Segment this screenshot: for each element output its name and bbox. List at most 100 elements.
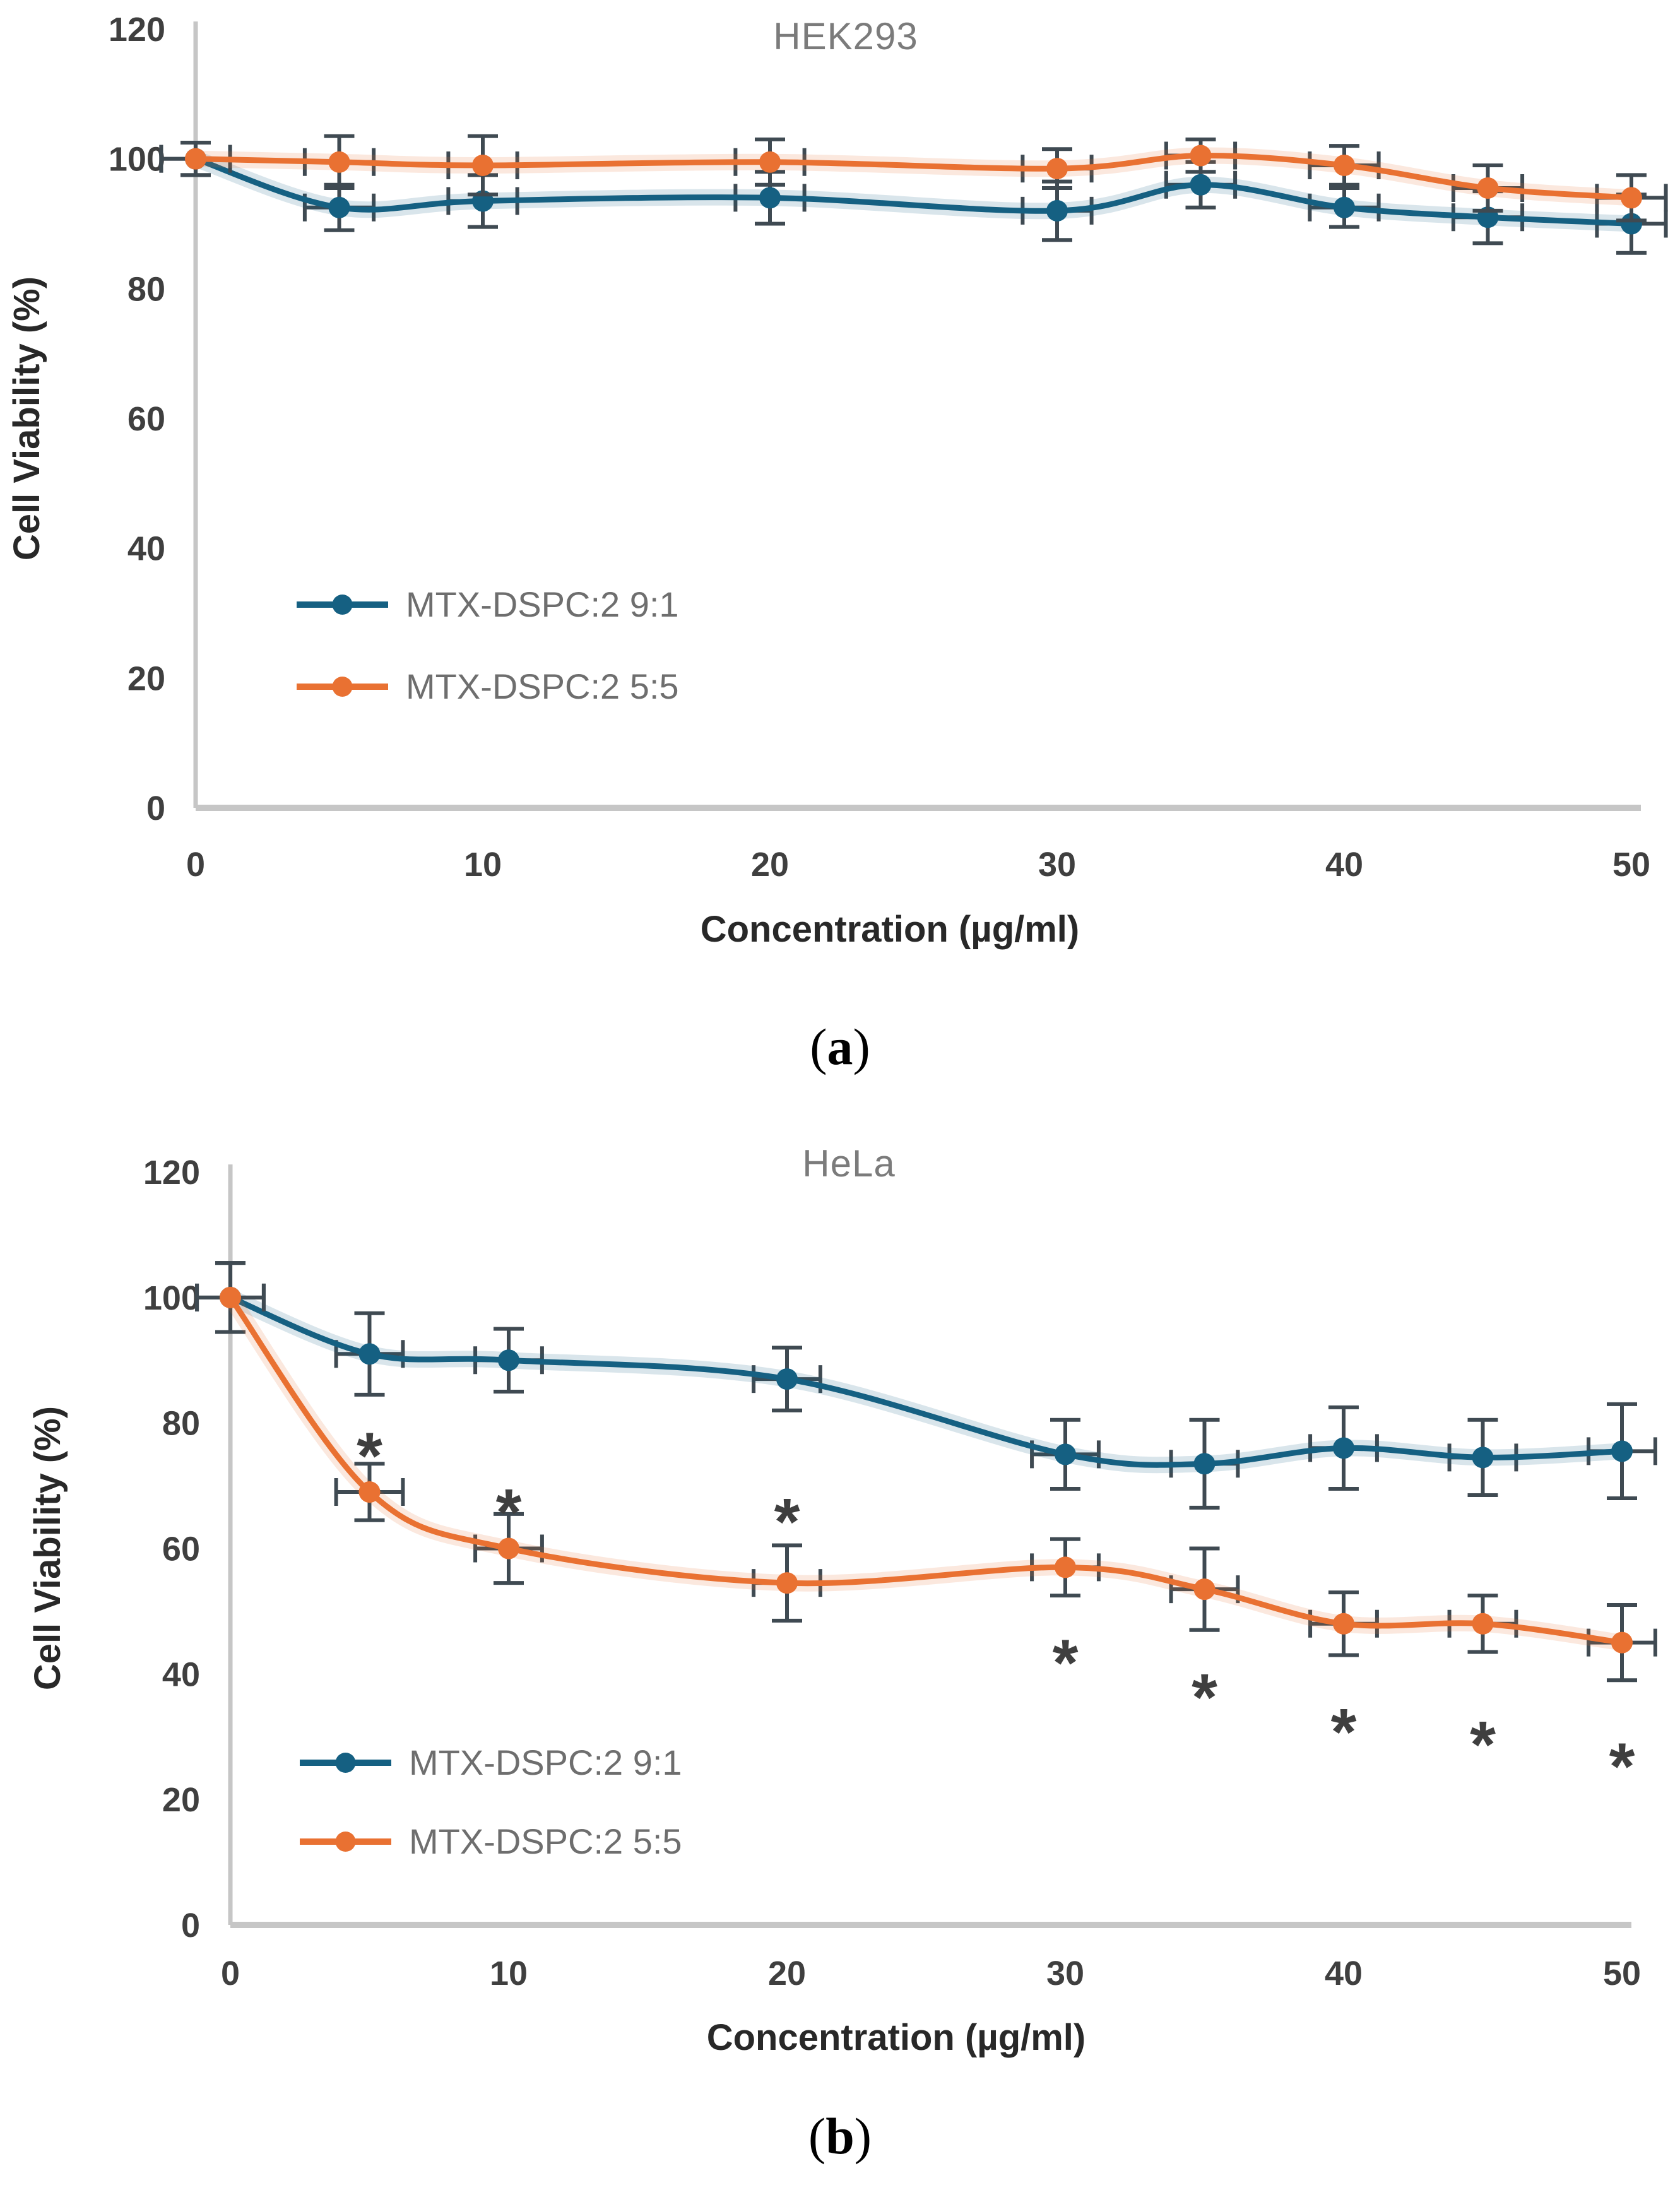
- data-point-marker: [759, 151, 781, 173]
- data-point-marker: [328, 196, 350, 218]
- y-tick-label: 60: [162, 1530, 200, 1568]
- caption-a-close: ): [853, 1018, 870, 1075]
- x-tick-label: 0: [186, 846, 205, 884]
- significance-asterisk: *: [1470, 1708, 1496, 1782]
- y-tick-label: 40: [127, 530, 165, 568]
- data-point-marker: [1055, 1443, 1076, 1465]
- x-tick-label: 0: [221, 1955, 240, 1992]
- significance-asterisk: *: [1609, 1730, 1635, 1804]
- data-point-marker: [759, 187, 781, 209]
- data-point-marker: [776, 1572, 798, 1594]
- significance-asterisk: *: [1053, 1626, 1079, 1700]
- y-tick-label: 120: [109, 11, 165, 49]
- x-tick-label: 30: [1046, 1955, 1084, 1992]
- data-point-marker: [1621, 213, 1642, 235]
- data-point-marker: [358, 1481, 381, 1503]
- legend-marker-icon: [332, 677, 353, 697]
- data-point-marker: [1193, 1453, 1216, 1475]
- data-point-marker: [220, 1286, 241, 1308]
- legend-item: MTX-DSPC:2 5:5: [297, 666, 679, 706]
- significance-asterisk: *: [496, 1476, 522, 1549]
- data-point-marker: [1334, 154, 1355, 176]
- x-tick-label: 50: [1603, 1955, 1641, 1992]
- data-point-marker: [1190, 145, 1212, 167]
- x-tick-label: 50: [1612, 846, 1650, 884]
- data-point-marker: [328, 151, 350, 173]
- caption-b-close: ): [854, 2107, 872, 2165]
- series-line: [192, 156, 1635, 227]
- x-tick-label: 30: [1038, 846, 1076, 884]
- legend-label: MTX-DSPC:2 5:5: [406, 666, 679, 706]
- legend-item: MTX-DSPC:2 9:1: [297, 584, 679, 624]
- significance-asterisk: *: [1331, 1695, 1357, 1769]
- data-point-marker: [1477, 177, 1499, 199]
- x-tick-label: 20: [751, 846, 789, 884]
- error-bar: [1308, 186, 1381, 229]
- caption-b-open: (: [808, 2107, 826, 2165]
- caption-b-letter: b: [825, 2107, 855, 2165]
- data-point-marker: [1334, 196, 1355, 218]
- data-point-marker: [498, 1349, 519, 1371]
- data-point-marker: [1472, 1613, 1494, 1635]
- legend-item: MTX-DSPC:2 5:5: [300, 1821, 682, 1861]
- series-MTX-DSPC:2 5:5: [195, 1261, 1657, 1683]
- data-point-marker: [358, 1343, 381, 1365]
- significance-asterisk: *: [1192, 1660, 1217, 1734]
- series-MTX-DSPC:2 5:5: [159, 134, 1668, 223]
- legend-label: MTX-DSPC:2 9:1: [406, 584, 679, 624]
- data-point-marker: [1333, 1613, 1354, 1635]
- x-tick-label: 20: [768, 1955, 806, 1992]
- y-tick-label: 20: [162, 1781, 200, 1819]
- series-MTX-DSPC:2 9:1: [195, 1261, 1657, 1510]
- chart-title: HEK293: [773, 15, 918, 57]
- series-line-halo: [222, 1289, 1630, 1651]
- data-point-marker: [1472, 1447, 1494, 1469]
- data-point-marker: [1046, 158, 1068, 180]
- x-tick-label: 40: [1325, 1955, 1363, 1992]
- significance-asterisk: *: [774, 1485, 800, 1559]
- x-tick-label: 40: [1325, 846, 1363, 884]
- hek293-viability-chart: HEK293 0 20 40 60 80 100 120 0 10 20 30 40 50 Concentr…: [6, 11, 1668, 950]
- data-point-marker: [185, 148, 206, 170]
- chart-title: HeLa: [802, 1142, 895, 1185]
- y-tick-label: 0: [146, 790, 165, 827]
- legend-label: MTX-DSPC:2 5:5: [409, 1821, 682, 1861]
- data-point-marker: [1621, 187, 1642, 209]
- data-point-marker: [1611, 1440, 1633, 1462]
- hela-viability-chart: HeLa 0 20 40 60 80 100 120 0 10 20 30 40 50 Concentrat…: [27, 1142, 1657, 2058]
- y-tick-label: 40: [162, 1655, 200, 1693]
- data-point-marker: [776, 1368, 798, 1390]
- y-tick-label: 80: [127, 270, 165, 308]
- y-axis-title: Cell Viability (%): [6, 276, 47, 560]
- legend-item: MTX-DSPC:2 9:1: [300, 1743, 682, 1782]
- y-tick-label: 120: [143, 1154, 200, 1192]
- x-tick-label: 10: [464, 846, 502, 884]
- significance-asterisk: *: [357, 1419, 382, 1493]
- y-tick-label: 100: [143, 1279, 200, 1317]
- caption-a: (a): [0, 1017, 1680, 1077]
- series-line: [192, 152, 1635, 201]
- series-line-halo: [222, 1289, 1630, 1474]
- caption-b: (b): [0, 2107, 1680, 2166]
- y-tick-label: 20: [127, 660, 165, 697]
- x-tick-label: 10: [490, 1955, 528, 1992]
- caption-a-letter: a: [827, 1018, 853, 1075]
- data-point-marker: [1611, 1631, 1633, 1654]
- data-point-marker: [1046, 199, 1068, 222]
- data-point-marker: [1190, 174, 1212, 196]
- data-point-marker: [1193, 1578, 1216, 1601]
- data-point-marker: [1055, 1556, 1076, 1578]
- y-tick-label: 80: [162, 1405, 200, 1443]
- y-tick-label: 0: [181, 1907, 200, 1944]
- y-tick-label: 100: [109, 141, 165, 179]
- x-axis-title: Concentration (µg/ml): [707, 2017, 1086, 2058]
- legend-marker-icon: [335, 1753, 356, 1773]
- data-point-marker: [472, 154, 494, 176]
- y-tick-label: 60: [127, 400, 165, 438]
- legend-marker-icon: [332, 595, 353, 615]
- caption-a-open: (: [810, 1018, 827, 1075]
- data-point-marker: [1333, 1437, 1354, 1459]
- series-line: [227, 1294, 1625, 1468]
- data-point-marker: [498, 1537, 519, 1560]
